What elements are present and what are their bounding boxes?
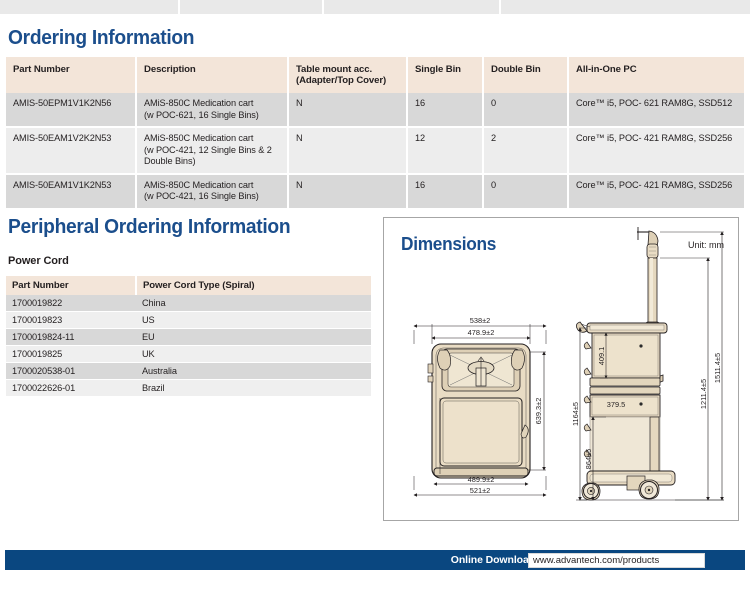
- cell-all-in-one-pc: Core™ i5, POC- 621 RAM8G, SSD512: [568, 93, 744, 127]
- cell-table-mount-acc: N: [288, 173, 408, 209]
- column-header-part-number: Part Number: [6, 276, 137, 295]
- unit-label: Unit: mm: [688, 240, 724, 250]
- cell-part-number: 1700019824-11: [6, 328, 136, 346]
- cell-part-number: AMIS-50EPM1V1K2N56: [6, 93, 137, 127]
- caster-wheel-left: [581, 482, 601, 501]
- column-header-single-bin: Single Bin: [407, 57, 484, 93]
- dim-label-worksurface-height: 1164±5: [571, 402, 580, 426]
- cell-part-number: AMIS-50EAM1V2K2N53: [6, 127, 137, 174]
- dim-label-drawer-block-height: 409.1: [597, 347, 606, 366]
- side-view-drawing: 379.5: [571, 227, 724, 501]
- table-row: 1700019824-11 EU: [6, 328, 371, 346]
- footer-url-link[interactable]: www.advantech.com/products: [533, 555, 660, 566]
- dim-top-bottom-outer: 521±2: [413, 486, 547, 497]
- top-partial-table-row: [0, 0, 750, 14]
- table-row: 1700019825 UK: [6, 345, 371, 363]
- cell-part-number: 1700022626-01: [6, 379, 136, 397]
- cell-single-bin: 16: [407, 93, 484, 127]
- cell-double-bin: 0: [483, 173, 569, 209]
- cell-power-cord-type: EU: [136, 328, 371, 346]
- dim-top-depth: 639.3±2: [528, 351, 546, 471]
- dim-worksurface-height: 1164±5: [571, 327, 582, 501]
- cell-all-in-one-pc: Core™ i5, POC- 421 RAM8G, SSD256: [568, 173, 744, 209]
- table-row: 1700019822 China: [6, 295, 371, 312]
- column-header-double-bin: Double Bin: [483, 57, 569, 93]
- cell-part-number: 1700020538-01: [6, 362, 136, 380]
- caster-wheel-right: [638, 479, 660, 500]
- ordering-information-table: Part Number Description Table mount acc.…: [6, 57, 744, 210]
- top-view-drawing: 538±2 478.9±2 639.3±2 489.9±2 521±2: [413, 316, 547, 497]
- power-cord-subheading: Power Cord: [8, 255, 69, 267]
- top-partial-cell: [0, 0, 178, 14]
- cell-power-cord-type: Brazil: [136, 379, 371, 397]
- cell-power-cord-type: Australia: [136, 362, 371, 380]
- dim-label-width-outer: 538±2: [470, 316, 491, 325]
- cell-double-bin: 0: [483, 93, 569, 127]
- dim-label-bottom-outer: 521±2: [470, 486, 491, 495]
- dim-label-drawer-width: 379.5: [607, 400, 626, 409]
- dim-label-drawer-stack-height: 864±5: [584, 449, 593, 470]
- table-row: 1700019823 US: [6, 311, 371, 329]
- dim-label-width-inner: 478.9±2: [468, 328, 495, 337]
- peripheral-ordering-information-heading: Peripheral Ordering Information: [8, 216, 291, 238]
- top-partial-cell: [501, 0, 750, 14]
- cell-all-in-one-pc: Core™ i5, POC- 421 RAM8G, SSD256: [568, 127, 744, 174]
- cell-description: AMiS-850C Medication cart (w POC-621, 16…: [136, 93, 289, 127]
- dim-label-bottom-inner: 489.9±2: [468, 475, 495, 484]
- power-cord-table: Part Number Power Cord Type (Spiral) 170…: [6, 276, 371, 397]
- cell-part-number: 1700019825: [6, 345, 136, 363]
- dim-top-width-inner: 478.9±2: [431, 328, 531, 340]
- dim-label-total-height: 1511.4±5: [713, 353, 722, 383]
- column-header-table-mount-acc: Table mount acc. (Adapter/Top Cover): [288, 57, 408, 93]
- cell-description: AMiS-850C Medication cart (w POC-421, 16…: [136, 173, 289, 209]
- cell-power-cord-type: US: [136, 311, 371, 329]
- cell-table-mount-acc: N: [288, 127, 408, 174]
- dim-label-monitor-height: 1211.4±5: [699, 379, 708, 409]
- monitor-assembly: [637, 227, 659, 259]
- table-row: AMIS-50EPM1V1K2N56 AMiS-850C Medication …: [6, 93, 744, 127]
- column-header-description: Description: [136, 57, 289, 93]
- table-row: 1700020538-01 Australia: [6, 362, 371, 380]
- top-partial-cell: [324, 0, 499, 14]
- online-download-label: Online Download: [450, 554, 535, 566]
- cell-part-number: AMIS-50EAM1V1K2N53: [6, 173, 137, 209]
- dim-drawer-block-height: 409.1: [597, 332, 608, 379]
- ordering-information-heading: Ordering Information: [8, 27, 195, 49]
- cell-double-bin: 2: [483, 127, 569, 174]
- cell-power-cord-type: China: [136, 295, 371, 312]
- dim-total-height: 1511.4±5: [713, 231, 724, 501]
- dim-top-bottom-inner: 489.9±2: [433, 475, 529, 486]
- cell-part-number: 1700019823: [6, 311, 136, 329]
- column-header-all-in-one-pc: All-in-One PC: [568, 57, 744, 93]
- dim-label-depth: 639.3±2: [534, 398, 543, 425]
- cell-part-number: 1700019822: [6, 295, 136, 312]
- cart-dimension-drawing: 538±2 478.9±2 639.3±2 489.9±2 521±2: [413, 227, 724, 501]
- footer-url-box: [528, 552, 705, 568]
- dim-monitor-height: 1211.4±5: [699, 257, 710, 501]
- cell-description: AMiS-850C Medication cart (w POC-421, 12…: [136, 127, 289, 174]
- cell-power-cord-type: UK: [136, 345, 371, 363]
- table-row: 1700022626-01 Brazil: [6, 379, 371, 397]
- column-header-power-cord-type: Power Cord Type (Spiral): [136, 276, 371, 295]
- dimensions-heading: Dimensions: [401, 234, 497, 254]
- table-header-row: Part Number Power Cord Type (Spiral): [6, 276, 371, 295]
- cell-single-bin: 16: [407, 173, 484, 209]
- table-row: AMIS-50EAM1V2K2N53 AMiS-850C Medication …: [6, 127, 744, 174]
- dimensions-panel: Dimensions Unit: mm: [383, 217, 739, 521]
- cell-single-bin: 12: [407, 127, 484, 174]
- cell-table-mount-acc: N: [288, 93, 408, 127]
- column-header-part-number: Part Number: [6, 57, 137, 93]
- dim-top-width-outer: 538±2: [413, 316, 547, 328]
- dim-drawer-stack-height: 864±5: [584, 416, 595, 501]
- top-partial-cell: [180, 0, 322, 14]
- table-header-row: Part Number Description Table mount acc.…: [6, 57, 744, 93]
- table-row: AMIS-50EAM1V1K2N53 AMiS-850C Medication …: [6, 173, 744, 209]
